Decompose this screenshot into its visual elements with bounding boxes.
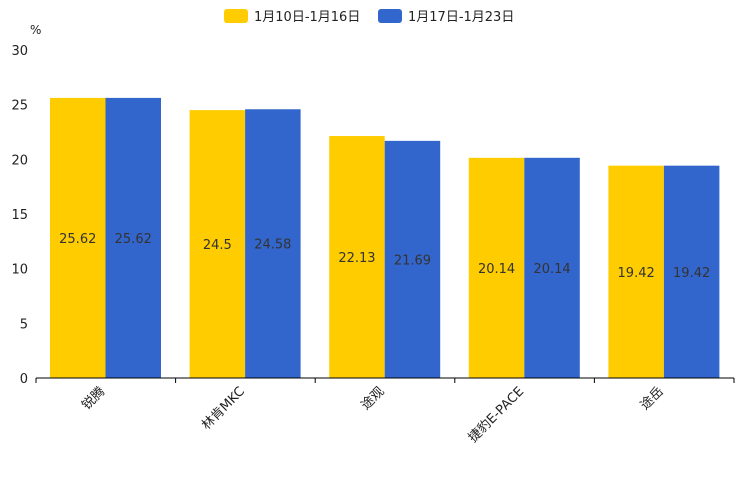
data-label-2-4: 20.14 [533,262,570,277]
x-axis: 锐腾 林肯MKC 途观 捷豹E-PACE 途岳 [35,377,735,446]
y-tick-label-25: 25 [11,99,28,114]
x-tick-label-2: 林肯MKC [199,384,248,433]
bar-2-5[interactable] [663,165,720,378]
y-tick-label-0: 0 [20,372,28,387]
legend-label-series-1[interactable]: 1月10日-1月16日 [254,10,360,25]
y-tick-label-20: 20 [11,153,28,168]
y-tick-label-30: 30 [11,44,28,59]
y-tick-label-15: 15 [11,208,28,223]
data-label-1-2: 24.5 [203,238,232,253]
bar-2-4[interactable] [524,157,580,378]
data-label-2-5: 19.42 [673,266,710,281]
bar-1-4[interactable] [468,157,525,378]
bar-1-2[interactable] [189,110,246,378]
x-tick-label-5: 途岳 [637,384,667,414]
bars [50,97,720,378]
y-tick-label-10: 10 [11,263,28,278]
bar-2-3[interactable] [384,140,441,378]
data-label-1-4: 20.14 [478,262,515,277]
bar-2-2[interactable] [245,109,301,378]
y-axis-unit-label: % [30,23,41,37]
x-tick-label-3: 途观 [358,384,388,414]
bar-1-5[interactable] [608,165,664,378]
x-tick-label-4: 捷豹E-PACE [466,384,527,445]
bar-2-1[interactable] [105,97,162,378]
data-labels: 25.62 25.62 24.5 24.58 22.13 21.69 20.14 20.14 1… [59,232,710,281]
data-label-1-1: 25.62 [59,232,96,247]
data-label-1-3: 22.13 [338,251,375,266]
y-axis: 0 5 10 15 20 25 30 [11,44,28,387]
x-tick-label-1: 锐腾 [79,384,109,414]
y-tick-label-5: 5 [20,317,28,332]
bar-1-1[interactable] [50,97,106,378]
legend: 1月10日-1月16日 1月17日-1月23日 [224,9,514,25]
data-label-2-1: 25.62 [115,232,152,247]
legend-label-series-2[interactable]: 1月17日-1月23日 [408,10,514,25]
data-label-1-5: 19.42 [618,266,655,281]
data-label-2-2: 24.58 [254,238,291,253]
legend-swatch-series-2[interactable] [378,9,402,23]
bar-1-3[interactable] [329,136,385,378]
legend-swatch-series-1[interactable] [224,9,248,23]
data-label-2-3: 21.69 [394,253,431,268]
